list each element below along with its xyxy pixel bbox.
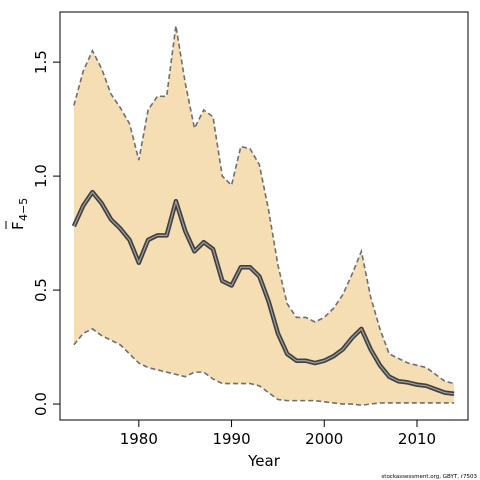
x-tick-label: 2010 xyxy=(398,430,436,448)
credit-text: stockassessment.org, GBYT, r7503 xyxy=(381,474,477,480)
y-tick-label: 1.0 xyxy=(32,164,50,188)
estimate-line xyxy=(73,191,455,395)
y-axis-title: F 4−5 xyxy=(5,198,30,230)
y-axis: 0.0 0.5 1.0 1.5 xyxy=(32,50,60,416)
y-tick-label: 0.0 xyxy=(32,392,50,416)
y-tick-label: 0.5 xyxy=(32,278,50,302)
x-tick-label: 1990 xyxy=(212,430,250,448)
y-tick-label: 1.5 xyxy=(32,50,50,74)
lower-bound-line xyxy=(73,327,455,406)
x-axis-title: Year xyxy=(247,452,281,470)
plot-area xyxy=(71,25,455,406)
plot-frame xyxy=(59,11,469,421)
y-axis-title-main: F xyxy=(9,221,27,230)
x-tick-label: 2000 xyxy=(305,430,343,448)
y-axis-title-subscript: 4−5 xyxy=(17,198,30,221)
x-tick-label: 1980 xyxy=(120,430,158,448)
x-axis: 1980 1990 2000 2010 xyxy=(120,420,436,448)
upper-bound-line xyxy=(73,25,455,385)
confidence-band xyxy=(73,25,455,406)
